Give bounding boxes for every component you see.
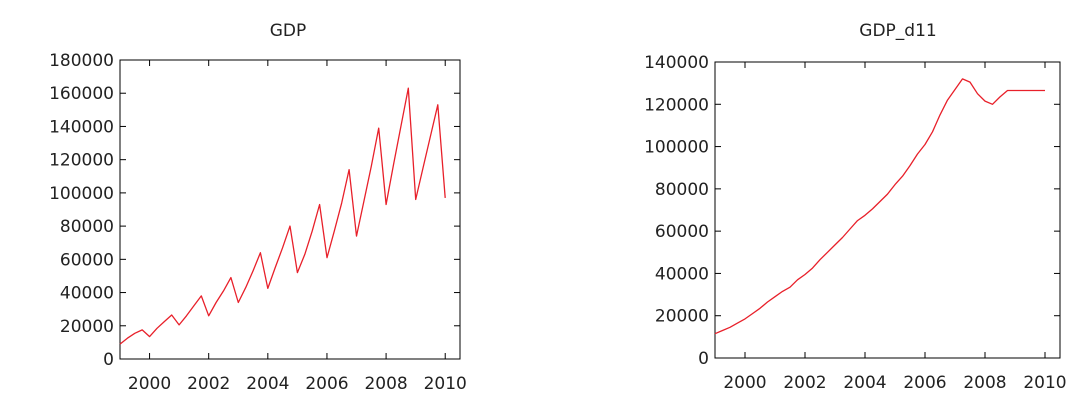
- series-line: [119, 87, 446, 345]
- series-line: [714, 78, 1045, 335]
- x-tick-label: 2008: [963, 373, 1006, 393]
- chart-gdp: GDP 0 20000 40000 60000 80000 100000 120000 140…: [49, 21, 467, 394]
- x-tick-label: 2000: [128, 374, 171, 394]
- x-tick-label: 2002: [783, 373, 826, 393]
- x-tick-label: 2004: [246, 374, 289, 394]
- x-tick-label: 2000: [723, 373, 766, 393]
- x-tick-label: 2006: [903, 373, 946, 393]
- plot-area: 0 20000 40000 60000 80000 100000 120000 140000 1…: [49, 51, 467, 394]
- y-tick-label: 160000: [49, 84, 114, 104]
- x-tick-label: 2010: [1023, 373, 1066, 393]
- y-tick-label: 140000: [49, 117, 114, 137]
- y-tick-label: 20000: [655, 307, 709, 327]
- y-tick-label: 140000: [644, 53, 709, 73]
- y-tick-label: 100000: [644, 138, 709, 158]
- y-tick-label: 0: [698, 349, 709, 369]
- chart-title: GDP_d11: [859, 21, 936, 41]
- y-tick-label: 40000: [655, 264, 709, 284]
- x-tick-label: 2004: [843, 373, 886, 393]
- y-tick-label: 60000: [655, 222, 709, 242]
- x-tick-label: 2008: [364, 374, 407, 394]
- plot-frame: [119, 59, 461, 360]
- y-tick-label: 40000: [60, 284, 114, 304]
- y-tick-label: 120000: [49, 151, 114, 171]
- plot-area: 0 20000 40000 60000 80000 100000 120000 140000 2…: [644, 53, 1067, 393]
- x-tick-label: 2010: [424, 374, 467, 394]
- x-tick-label: 2002: [187, 374, 230, 394]
- y-tick-label: 180000: [49, 51, 114, 71]
- y-tick-label: 80000: [655, 180, 709, 200]
- y-tick-label: 20000: [60, 317, 114, 337]
- y-tick-label: 100000: [49, 184, 114, 204]
- plot-frame: [714, 61, 1061, 359]
- y-tick-label: 60000: [60, 250, 114, 270]
- chart-gdp-d11: GDP_d11 0 20000 40000 60000 80000 100000 12000…: [644, 21, 1067, 393]
- y-tick-label: 0: [103, 350, 114, 370]
- y-tick-label: 80000: [60, 217, 114, 237]
- y-tick-label: 120000: [644, 95, 709, 115]
- chart-title: GDP: [270, 21, 307, 41]
- x-tick-label: 2006: [305, 374, 348, 394]
